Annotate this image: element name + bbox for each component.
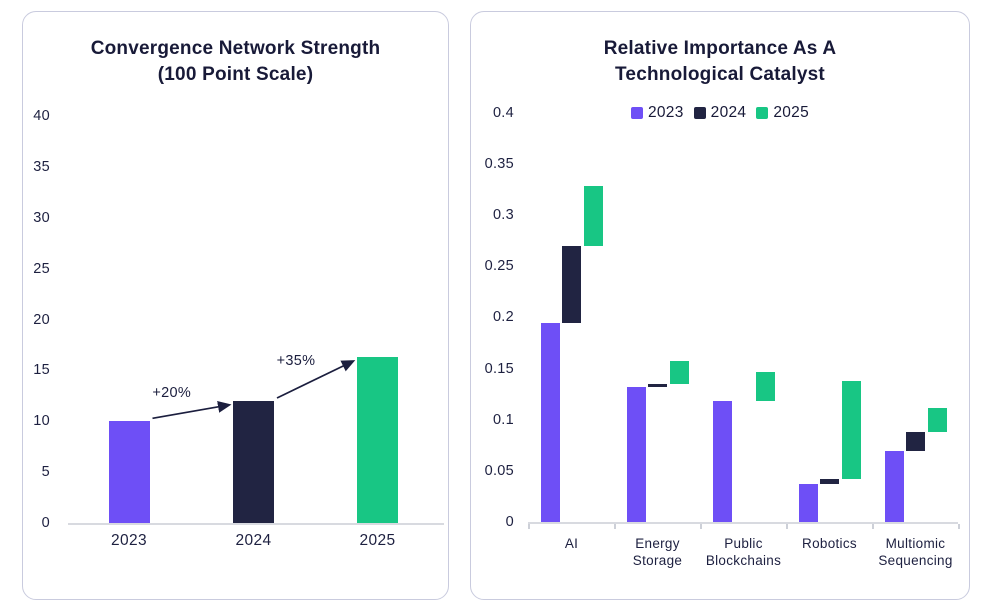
x-axis-tick [872, 523, 874, 529]
x-category-label-public-blockchains: Public Blockchains [689, 535, 799, 569]
growth-label-+20%: +20% [152, 384, 192, 401]
bar-chart-convergence: 0 5 10 15 20 25 30 35 40 2023 2024 2025 +20% +35% [23, 12, 448, 599]
x-axis-tick [614, 523, 616, 529]
x-axis-line [68, 523, 444, 525]
y-tick-label: 0 [41, 515, 50, 531]
legend: 2023 2024 2025 [471, 104, 969, 122]
legend-swatch-2024 [693, 107, 706, 119]
y-tick-label: 10 [33, 413, 50, 430]
bar-multiomic-sequencing-2023 [884, 451, 904, 522]
x-category-label-line: AI [564, 536, 579, 551]
x-axis-label-2023: 2023 [110, 532, 148, 549]
x-category-label-line: Energy [635, 536, 680, 551]
legend-item-2024: 2024 [693, 104, 747, 122]
chart-title-left: Convergence Network Strength (100 Point … [23, 36, 448, 88]
bar-energy-storage-2025 [669, 361, 689, 384]
bar-public-blockchains-2025 [755, 371, 775, 402]
y-tick-label: 0.2 [492, 309, 514, 326]
bar-robotics-2025 [841, 380, 861, 480]
x-axis-label-2024: 2024 [235, 532, 272, 549]
chart-title-right-line2: Technological Catalyst [615, 64, 825, 85]
y-tick-label: 5 [41, 464, 50, 481]
floating-bar-chart-relative-importance: 0 0.05 0.1 0.15 0.2 0.25 0.3 0.35 0.4 AI Energy Sto… [471, 12, 969, 599]
y-tick-label: 20 [33, 311, 50, 328]
x-category-label-energy-storage: Energy Storage [603, 535, 713, 569]
bar-energy-storage-2023 [626, 386, 646, 522]
x-category-label-multiomic-sequencing: Multiomic Sequencing [861, 535, 971, 569]
legend-label-2023: 2023 [647, 104, 684, 121]
y-tick-label: 0.35 [484, 155, 514, 172]
x-category-label-ai: AI [517, 535, 627, 552]
x-axis-tick [528, 523, 530, 529]
y-tick-label: 0.1 [492, 411, 514, 428]
bar-public-blockchains-2023 [712, 401, 732, 522]
y-tick-label: 40 [33, 108, 50, 125]
y-tick-label: 0.15 [484, 360, 514, 377]
y-tick-label: 0.25 [484, 258, 514, 275]
bar-multiomic-sequencing-2025 [927, 408, 947, 432]
convergence-network-strength-chart-card: Convergence Network Strength (100 Point … [22, 11, 449, 600]
bar-2023 [108, 421, 150, 523]
bar-robotics-2024 [820, 479, 839, 485]
x-axis-tick [700, 523, 702, 529]
y-tick-label: 0.3 [492, 207, 514, 224]
growth-label-+35%: +35% [276, 352, 316, 369]
bar-energy-storage-2024 [648, 383, 667, 387]
x-category-label-robotics: Robotics [775, 535, 885, 552]
bar-robotics-2023 [798, 484, 818, 522]
legend-swatch-2023 [630, 107, 643, 119]
y-tick-label: 15 [33, 362, 50, 379]
legend-item-2023: 2023 [630, 104, 684, 122]
y-tick-label: 35 [33, 159, 50, 176]
bar-2025 [357, 357, 398, 523]
x-axis-tick [786, 523, 788, 529]
x-category-label-line: Sequencing [878, 553, 953, 568]
y-tick-label: 30 [33, 209, 50, 226]
x-category-label-line: Storage [632, 553, 683, 568]
x-axis-tick [958, 523, 960, 529]
legend-item-2025: 2025 [756, 104, 809, 122]
bar-multiomic-sequencing-2024 [906, 431, 925, 452]
x-axis-line [528, 522, 958, 524]
legend-label-2025: 2025 [773, 104, 810, 121]
relative-importance-chart-card: Relative Importance As A Technological C… [470, 11, 970, 600]
bar-ai-2024 [562, 245, 581, 323]
legend-label-2024: 2024 [710, 104, 747, 121]
x-category-label-line: Public [724, 536, 763, 551]
bar-2024 [233, 400, 274, 523]
x-category-label-line: Robotics [802, 536, 857, 551]
legend-swatch-2025 [756, 107, 769, 119]
y-tick-label: 0 [505, 514, 514, 530]
chart-title-left-line2: (100 Point Scale) [157, 64, 314, 85]
bar-ai-2023 [540, 322, 560, 522]
chart-title-left-line1: Convergence Network Strength [90, 38, 381, 59]
x-category-label-line: Multiomic [885, 536, 946, 551]
x-axis-label-2025: 2025 [359, 532, 396, 549]
bar-ai-2025 [583, 186, 603, 246]
growth-arrow-2023-to-2024 [152, 400, 232, 420]
chart-title-right-line1: Relative Importance As A [603, 38, 837, 59]
y-tick-label: 0.05 [484, 462, 514, 479]
chart-title-right: Relative Importance As A Technological C… [471, 36, 969, 88]
y-tick-label: 0.4 [492, 104, 514, 121]
x-category-label-line: Blockchains [705, 553, 782, 568]
y-tick-label: 25 [33, 260, 50, 277]
